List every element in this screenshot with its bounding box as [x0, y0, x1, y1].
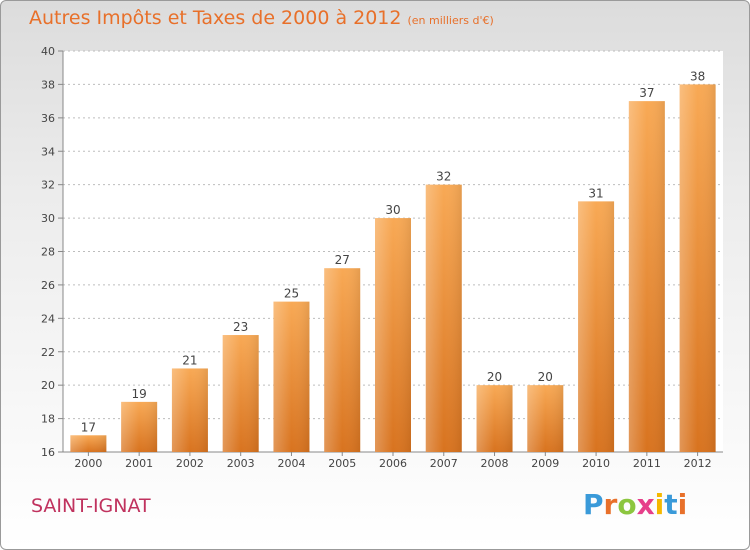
x-tick-label: 2007 — [430, 457, 458, 470]
bar-shine — [222, 335, 259, 452]
x-tick-label: 2010 — [582, 457, 610, 470]
x-tick-label: 2001 — [125, 457, 153, 470]
bar-shine — [527, 385, 564, 452]
data-label: 20 — [487, 370, 502, 384]
x-tick-label: 2005 — [328, 457, 356, 470]
bar-shine — [324, 268, 361, 452]
bar-shine — [171, 368, 208, 452]
x-tick-label: 2011 — [633, 457, 661, 470]
data-label: 21 — [182, 353, 197, 367]
y-tick-label: 38 — [41, 78, 55, 91]
y-tick-label: 16 — [41, 446, 55, 459]
x-tick-label: 2009 — [531, 457, 559, 470]
y-tick-label: 18 — [41, 413, 55, 426]
data-label: 27 — [335, 253, 350, 267]
data-label: 25 — [284, 287, 299, 301]
data-label: 38 — [690, 69, 705, 83]
bar-shine — [425, 184, 462, 452]
data-label: 30 — [385, 203, 400, 217]
x-tick-label: 2006 — [379, 457, 407, 470]
logo-letter: t — [664, 488, 678, 521]
chart-title-text: Autres Impôts et Taxes de 2000 à 2012 — [29, 7, 402, 29]
logo-letter: x — [636, 488, 655, 521]
bar-shine — [476, 385, 513, 452]
y-tick-label: 34 — [41, 145, 55, 158]
commune-name: SAINT-IGNAT — [31, 495, 151, 517]
proxiti-logo: Proxiti — [583, 488, 687, 521]
bar-shine — [70, 435, 107, 452]
data-label: 23 — [233, 320, 248, 334]
logo-letter: i — [654, 488, 665, 521]
x-tick-label: 2012 — [684, 457, 712, 470]
bar-shine — [679, 84, 716, 453]
y-tick-label: 24 — [41, 312, 55, 325]
bar-shine — [578, 201, 615, 452]
data-label: 17 — [81, 420, 96, 434]
data-label: 37 — [639, 86, 654, 100]
bar-shine — [375, 218, 411, 452]
logo-letter: i — [677, 488, 688, 521]
data-label: 19 — [132, 387, 147, 401]
bar-shine — [121, 401, 158, 452]
y-tick-label: 30 — [41, 212, 55, 225]
x-tick-label: 2000 — [74, 457, 102, 470]
y-tick-label: 36 — [41, 112, 55, 125]
y-tick-label: 20 — [41, 379, 55, 392]
bar-shine — [273, 301, 310, 452]
chart-unit: (en milliers d'€) — [407, 14, 494, 27]
data-label: 31 — [588, 186, 603, 200]
logo-letter: o — [617, 488, 637, 521]
chart-title: Autres Impôts et Taxes de 2000 à 2012 (en… — [29, 7, 494, 29]
x-tick-label: 2004 — [277, 457, 305, 470]
y-tick-label: 26 — [41, 279, 55, 292]
x-tick-label: 2003 — [227, 457, 255, 470]
x-tick-label: 2002 — [176, 457, 204, 470]
y-tick-label: 40 — [41, 45, 55, 58]
y-tick-label: 32 — [41, 179, 55, 192]
y-tick-label: 22 — [41, 346, 55, 359]
bar-shine — [628, 101, 665, 452]
y-tick-label: 28 — [41, 246, 55, 259]
data-label: 20 — [538, 370, 553, 384]
logo-letter: r — [603, 488, 618, 521]
logo-letter: P — [583, 488, 604, 521]
data-label: 32 — [436, 170, 451, 184]
x-tick-label: 2008 — [481, 457, 509, 470]
